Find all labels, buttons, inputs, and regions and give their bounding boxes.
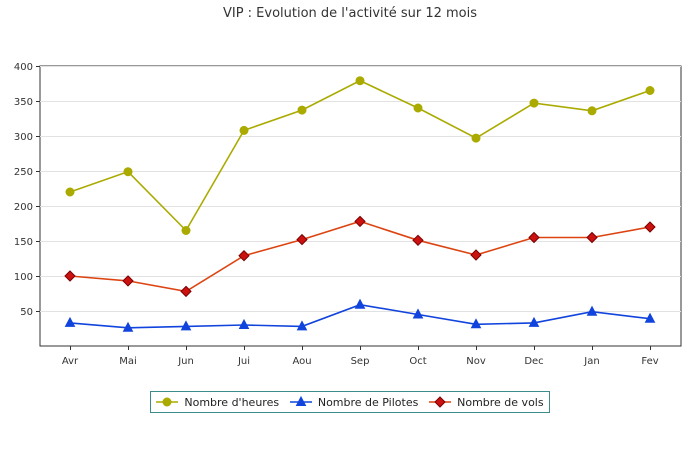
legend-marker [295, 396, 307, 406]
data-point [355, 76, 365, 86]
x-tick-label: Sep [351, 356, 370, 367]
data-point [180, 320, 192, 331]
data-point [238, 318, 250, 329]
legend-swatch [156, 397, 179, 407]
y-tick-label: 50 [20, 307, 33, 318]
legend-item: Nombre de vols [429, 395, 544, 409]
data-point [587, 106, 597, 116]
data-point [122, 275, 134, 287]
data-point [354, 215, 366, 228]
legend-marker [162, 397, 172, 407]
data-point [644, 221, 656, 233]
x-tick-label: Nov [466, 356, 486, 367]
data-point [644, 312, 656, 323]
x-tick-label: Aou [292, 356, 311, 367]
chart-title: VIP : Evolution de l'activité sur 12 moi… [222, 6, 478, 21]
series-3 [64, 215, 656, 298]
legend: Nombre d'heures Nombre de Pilotes Nombre d… [150, 391, 550, 413]
series-2 [64, 298, 656, 332]
data-point [471, 133, 481, 143]
data-point [470, 318, 482, 329]
data-point [528, 231, 540, 244]
data-point [586, 231, 598, 244]
legend-marker [434, 396, 446, 408]
x-tick-label: Fev [641, 356, 658, 367]
y-tick-label: 100 [14, 272, 33, 283]
x-tick-label: Jui [237, 356, 250, 367]
data-point [529, 98, 539, 108]
data-point [123, 167, 133, 177]
legend-swatch [289, 396, 312, 406]
legend-swatch [429, 396, 452, 408]
x-tick-label: Mai [119, 356, 137, 367]
y-tick-label: 400 [14, 62, 33, 73]
legend-label: Nombre de vols [457, 395, 544, 409]
data-point [412, 308, 424, 319]
data-point [297, 105, 307, 115]
legend-label: Nombre d'heures [184, 395, 280, 409]
data-point [470, 249, 482, 261]
legend-item: Nombre de Pilotes [289, 395, 419, 409]
x-tick-label: Dec [524, 356, 543, 367]
data-point [412, 234, 424, 247]
data-point [645, 86, 655, 95]
data-point [64, 270, 76, 282]
data-point [181, 226, 191, 235]
x-tick-label: Jun [177, 356, 194, 367]
series-1 [65, 76, 655, 235]
y-tick-label: 300 [14, 132, 33, 143]
data-point [413, 103, 423, 113]
data-point [65, 187, 75, 197]
data-point [122, 321, 134, 332]
data-point [296, 233, 308, 246]
y-tick-label: 250 [14, 167, 33, 178]
x-tick-label: Oct [409, 356, 426, 367]
x-tick-label: Avr [62, 356, 79, 367]
data-point [64, 316, 76, 327]
legend-label: Nombre de Pilotes [317, 395, 419, 409]
x-tick-label: Jan [583, 356, 599, 367]
data-point [586, 305, 598, 316]
y-tick-label: 150 [14, 237, 33, 248]
data-point [239, 125, 249, 135]
data-point [296, 320, 308, 331]
data-point [354, 298, 366, 309]
data-point [528, 316, 540, 327]
y-tick-label: 200 [14, 202, 33, 213]
y-tick-label: 350 [14, 97, 33, 108]
data-point [180, 285, 192, 298]
data-point [238, 249, 250, 262]
legend-item: Nombre d'heures [156, 396, 279, 409]
